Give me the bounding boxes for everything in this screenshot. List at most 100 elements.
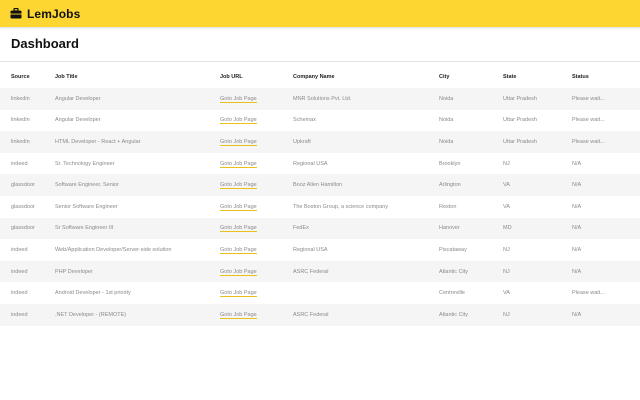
goto-job-page-link[interactable]: Goto Job Page bbox=[220, 246, 257, 254]
cell-company-name: Regional USA bbox=[293, 160, 328, 167]
cell-source: indeed bbox=[11, 160, 28, 167]
cell-state: NJ bbox=[503, 260, 572, 283]
cell-source: linkedin bbox=[0, 88, 55, 110]
cell-city: Piscataway bbox=[439, 246, 467, 253]
header-state: State bbox=[503, 74, 517, 80]
table-row: linkedin HTML Developer - React + Angular… bbox=[0, 131, 640, 153]
goto-job-page-link[interactable]: Goto Job Page bbox=[220, 203, 257, 211]
cell-state: NJ bbox=[503, 246, 510, 253]
goto-job-page-link[interactable]: Goto Job Page bbox=[220, 117, 257, 125]
cell-company-name: ASRC Federal bbox=[293, 260, 439, 283]
app-header: LemJobs bbox=[0, 0, 640, 27]
cell-company-name: FedEx bbox=[293, 217, 439, 240]
cell-job-title: Senior Software Engineer bbox=[55, 203, 118, 210]
cell-state: VA bbox=[503, 174, 572, 196]
cell-city: Noida bbox=[439, 131, 503, 153]
cell-status: Please wait... bbox=[572, 117, 605, 124]
cell-job-title: Android Developer - 1st priority bbox=[55, 290, 131, 297]
cell-job-url: Goto Job Page bbox=[220, 239, 293, 261]
table-row: indeed PHP Developer Goto Job Page ASRC Fed… bbox=[0, 260, 640, 283]
goto-job-page-link[interactable]: Goto Job Page bbox=[220, 95, 257, 103]
cell-job-title: Sr. Technology Engineer bbox=[55, 160, 115, 167]
cell-company-name: MNR Solutions Pvt. Ltd. bbox=[293, 88, 439, 110]
cell-company-name: Upkraft bbox=[293, 131, 439, 153]
cell-status: N/A bbox=[572, 174, 640, 196]
cell-state: Uttar Pradesh bbox=[503, 117, 537, 124]
divider bbox=[0, 61, 640, 62]
goto-job-page-link[interactable]: Goto Job Page bbox=[220, 182, 257, 190]
header-job-title: Job Title bbox=[55, 74, 78, 80]
cell-state: NJ bbox=[503, 303, 572, 326]
cell-job-title: PHP Developer bbox=[55, 260, 220, 283]
cell-city: Noida bbox=[439, 117, 454, 124]
cell-status: Please wait... bbox=[572, 88, 640, 110]
cell-city: Hanover bbox=[439, 217, 503, 240]
jobs-table: Source Job Title Job URL Company Name Ci… bbox=[0, 66, 640, 326]
cell-job-url: Goto Job Page bbox=[220, 110, 293, 132]
cell-state: VA bbox=[503, 290, 510, 297]
cell-city: Atlantic City bbox=[439, 303, 503, 326]
cell-status: N/A bbox=[572, 160, 582, 167]
cell-job-url: Goto Job Page bbox=[220, 196, 293, 218]
cell-company-name: Booz Allen Hamilton bbox=[293, 174, 439, 196]
cell-state: NJ bbox=[503, 160, 510, 167]
page-title: Dashboard bbox=[11, 36, 79, 51]
cell-status: N/A bbox=[572, 203, 582, 210]
cell-state: VA bbox=[503, 203, 510, 210]
cell-job-url: Goto Job Page bbox=[220, 153, 293, 175]
table-row: glassdoor Senior Software Engineer Goto Jo… bbox=[0, 196, 640, 218]
cell-city: Centreville bbox=[439, 290, 465, 297]
cell-job-url: Goto Job Page bbox=[220, 217, 293, 240]
table-row: linkedin Angular Developer Goto Job Page MN… bbox=[0, 88, 640, 110]
cell-job-title: .NET Developer - (REMOTE) bbox=[55, 303, 220, 326]
cell-job-url: Goto Job Page bbox=[220, 282, 293, 304]
briefcase-icon bbox=[10, 8, 22, 19]
cell-city: Brooklyn bbox=[439, 160, 461, 167]
cell-job-url: Goto Job Page bbox=[220, 88, 293, 110]
cell-source: glassdoor bbox=[0, 174, 55, 196]
cell-city: Noida bbox=[439, 88, 503, 110]
header-job-url: Job URL bbox=[220, 74, 243, 80]
header-status: Status bbox=[572, 74, 589, 80]
goto-job-page-link[interactable]: Goto Job Page bbox=[220, 225, 257, 233]
cell-city: Reston bbox=[439, 203, 457, 210]
table-row: glassdoor Sr Software Engineer III Goto Jo… bbox=[0, 217, 640, 240]
cell-company-name bbox=[293, 282, 439, 304]
goto-job-page-link[interactable]: Goto Job Page bbox=[220, 160, 257, 168]
cell-job-url: Goto Job Page bbox=[220, 260, 293, 283]
table-row: indeed Web/Application Developer/Server-s… bbox=[0, 239, 640, 261]
cell-status: N/A bbox=[572, 246, 582, 253]
cell-job-url: Goto Job Page bbox=[220, 303, 293, 326]
cell-job-title: Sr Software Engineer III bbox=[55, 217, 220, 240]
cell-source: linkedin bbox=[0, 131, 55, 153]
cell-status: N/A bbox=[572, 217, 640, 240]
cell-state: MD bbox=[503, 217, 572, 240]
table-row: indeed Sr. Technology Engineer Goto Job Pa… bbox=[0, 153, 640, 175]
cell-source: indeed bbox=[0, 260, 55, 283]
table-header-row: Source Job Title Job URL Company Name Ci… bbox=[0, 66, 640, 88]
cell-job-url: Goto Job Page bbox=[220, 174, 293, 196]
header-city: City bbox=[439, 74, 450, 80]
cell-source: indeed bbox=[11, 290, 28, 297]
header-company-name: Company Name bbox=[293, 74, 335, 80]
cell-job-title: Web/Application Developer/Server-side so… bbox=[55, 246, 172, 253]
cell-state: Uttar Pradesh bbox=[503, 88, 572, 110]
goto-job-page-link[interactable]: Goto Job Page bbox=[220, 138, 257, 146]
cell-job-title: Angular Developer bbox=[55, 117, 101, 124]
table-row: glassdoor Software Engineer, Senior Goto J… bbox=[0, 174, 640, 196]
cell-status: Please wait... bbox=[572, 131, 640, 153]
cell-city: Arlington bbox=[439, 174, 503, 196]
goto-job-page-link[interactable]: Goto Job Page bbox=[220, 311, 257, 319]
cell-city: Atlantic City bbox=[439, 260, 503, 283]
cell-source: indeed bbox=[0, 303, 55, 326]
cell-company-name: The Boston Group, a science company bbox=[293, 203, 389, 210]
goto-job-page-link[interactable]: Goto Job Page bbox=[220, 268, 257, 276]
cell-status: N/A bbox=[572, 303, 640, 326]
cell-job-title: Software Engineer, Senior bbox=[55, 174, 220, 196]
goto-job-page-link[interactable]: Goto Job Page bbox=[220, 290, 257, 298]
cell-job-title: Angular Developer bbox=[55, 88, 220, 110]
cell-source: glassdoor bbox=[0, 217, 55, 240]
cell-job-title: HTML Developer - React + Angular bbox=[55, 131, 220, 153]
table-row: indeed .NET Developer - (REMOTE) Goto Job … bbox=[0, 303, 640, 326]
cell-source: indeed bbox=[11, 246, 28, 253]
